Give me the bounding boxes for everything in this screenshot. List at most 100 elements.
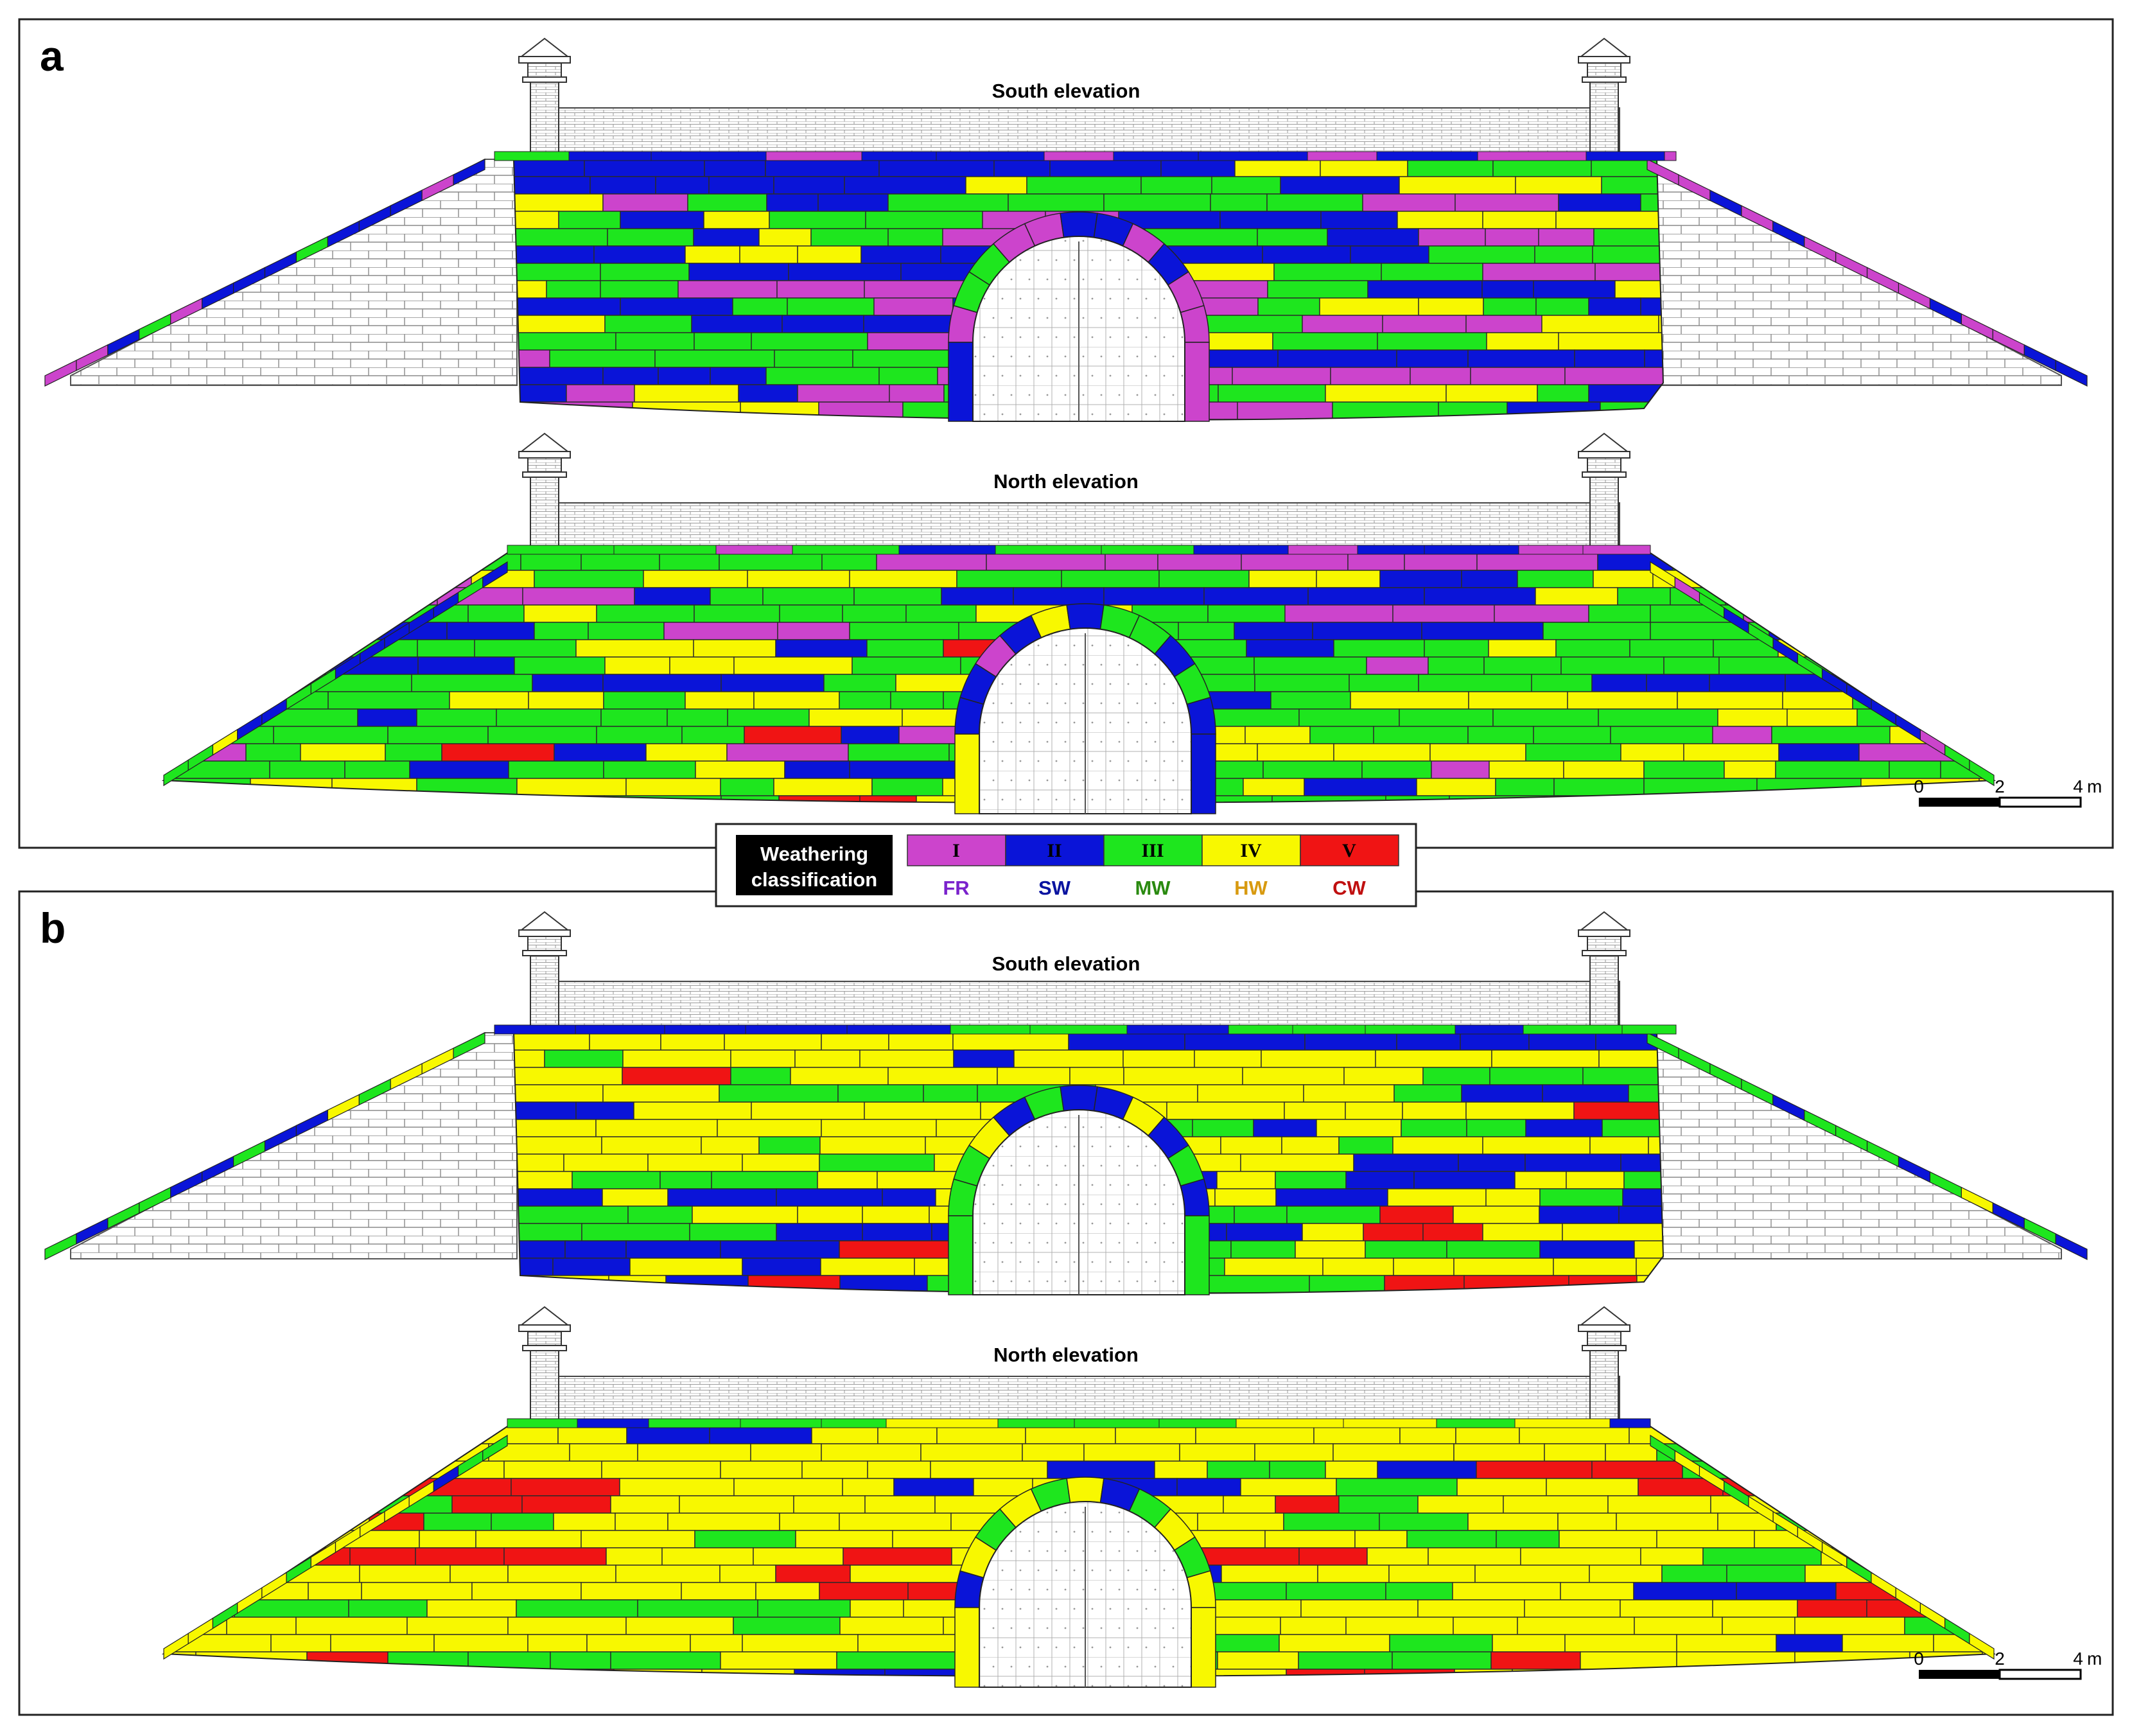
stone-block [514,656,606,675]
stone-block [658,367,711,385]
stone-block [808,708,903,727]
legend-code-I: FR [943,877,969,899]
stone-block [1712,726,1772,744]
stone-block [1322,1258,1394,1276]
stone-block [766,193,819,212]
stone-block [625,1240,721,1259]
stone-block [1182,1669,1287,1676]
parapet-wall [550,981,1620,1028]
stone-block [1404,553,1478,571]
scale-unit-b: m [2087,1649,2102,1669]
stone-block [1254,674,1350,692]
stone-block [1272,332,1378,351]
stone-block [349,1547,416,1566]
stone-block [1140,176,1212,195]
stone-block [514,1136,602,1155]
stone-block [601,1136,702,1155]
stone-block [1176,1478,1241,1496]
legend-swatch-IV [1201,834,1301,866]
stone-block [593,245,686,264]
stone-block [1047,1460,1155,1479]
stone-block [690,1634,743,1653]
right-jamb [1184,342,1210,422]
stone-block [720,1651,837,1670]
stone-block [620,297,733,316]
stone-block [300,743,386,762]
stone-block [637,1599,758,1618]
stone-block [1616,1512,1718,1531]
stone-block [503,1460,602,1479]
stone-block [1218,384,1326,403]
stone-block [1421,622,1544,640]
stone-block [1771,726,1891,744]
stone-block [1343,1067,1424,1085]
stone-block [1453,1617,1518,1635]
stone-block [1640,297,1663,316]
stone-block [775,639,868,658]
stone-block [1333,743,1431,762]
stone-block [1460,1033,1530,1051]
cap-block [936,151,1045,161]
stone-block [514,367,604,385]
stone-block [952,1033,1069,1051]
panel-a-label: a [40,32,64,80]
stone-block [738,384,798,403]
stone-block [1234,159,1321,177]
stone-block [1482,263,1596,281]
stone-block [1560,656,1665,675]
stone-block [797,1206,863,1224]
stone-block [733,1478,843,1496]
stone-block [273,726,389,744]
coping-block [1647,1032,1679,1060]
pillar [1578,1306,1630,1423]
stone-block [1387,1188,1487,1207]
cap-block [715,545,793,555]
stone-block [589,1033,661,1051]
legend-code-IV: HW [1234,877,1268,899]
cap-block [1376,151,1478,161]
stone-block [936,1426,1026,1444]
stone-block [1325,384,1447,403]
stone-block [348,1599,428,1618]
stone-block [916,795,977,803]
stone-block [878,159,995,177]
stone-block [1240,1478,1337,1496]
stone-block [1782,691,1853,710]
stone-block [415,1547,505,1566]
cap-block [577,1418,649,1428]
stone-block [1312,622,1422,640]
scale-tick-0-a: 0 [1914,776,1924,796]
stone-block [1486,332,1559,351]
stone-block [522,587,635,606]
stone-block [1280,176,1400,195]
cap-block [494,1024,576,1035]
stone-block [817,1171,878,1189]
stone-block [496,708,602,727]
stone-block [344,760,410,779]
stone-block [1254,1443,1334,1462]
cap-block [1288,545,1358,555]
stone-block [1304,1033,1397,1051]
stone-block [1482,1136,1591,1155]
stone-block [1709,674,1786,692]
parapet-wall [550,107,1620,155]
stone-block [1537,384,1589,403]
stone-block [610,1651,721,1670]
stone-block [514,245,595,264]
stone-block [627,1206,693,1224]
stone-block [1166,1101,1285,1120]
stone-block [797,245,862,264]
stone-block [742,1258,821,1276]
stone-block [1546,1478,1639,1496]
north-elevation-title-b: North elevation [993,1344,1139,1366]
stone-block [1482,211,1557,229]
stone-block [887,1067,998,1085]
stone-block [1476,553,1598,571]
stone-block [1203,587,1309,606]
cap-block [1609,1418,1651,1428]
north-elevation-title-a: North elevation [993,470,1139,493]
stone-block [689,1223,777,1241]
scale-unit-a: m [2087,776,2102,796]
stone-block [1539,1206,1620,1224]
